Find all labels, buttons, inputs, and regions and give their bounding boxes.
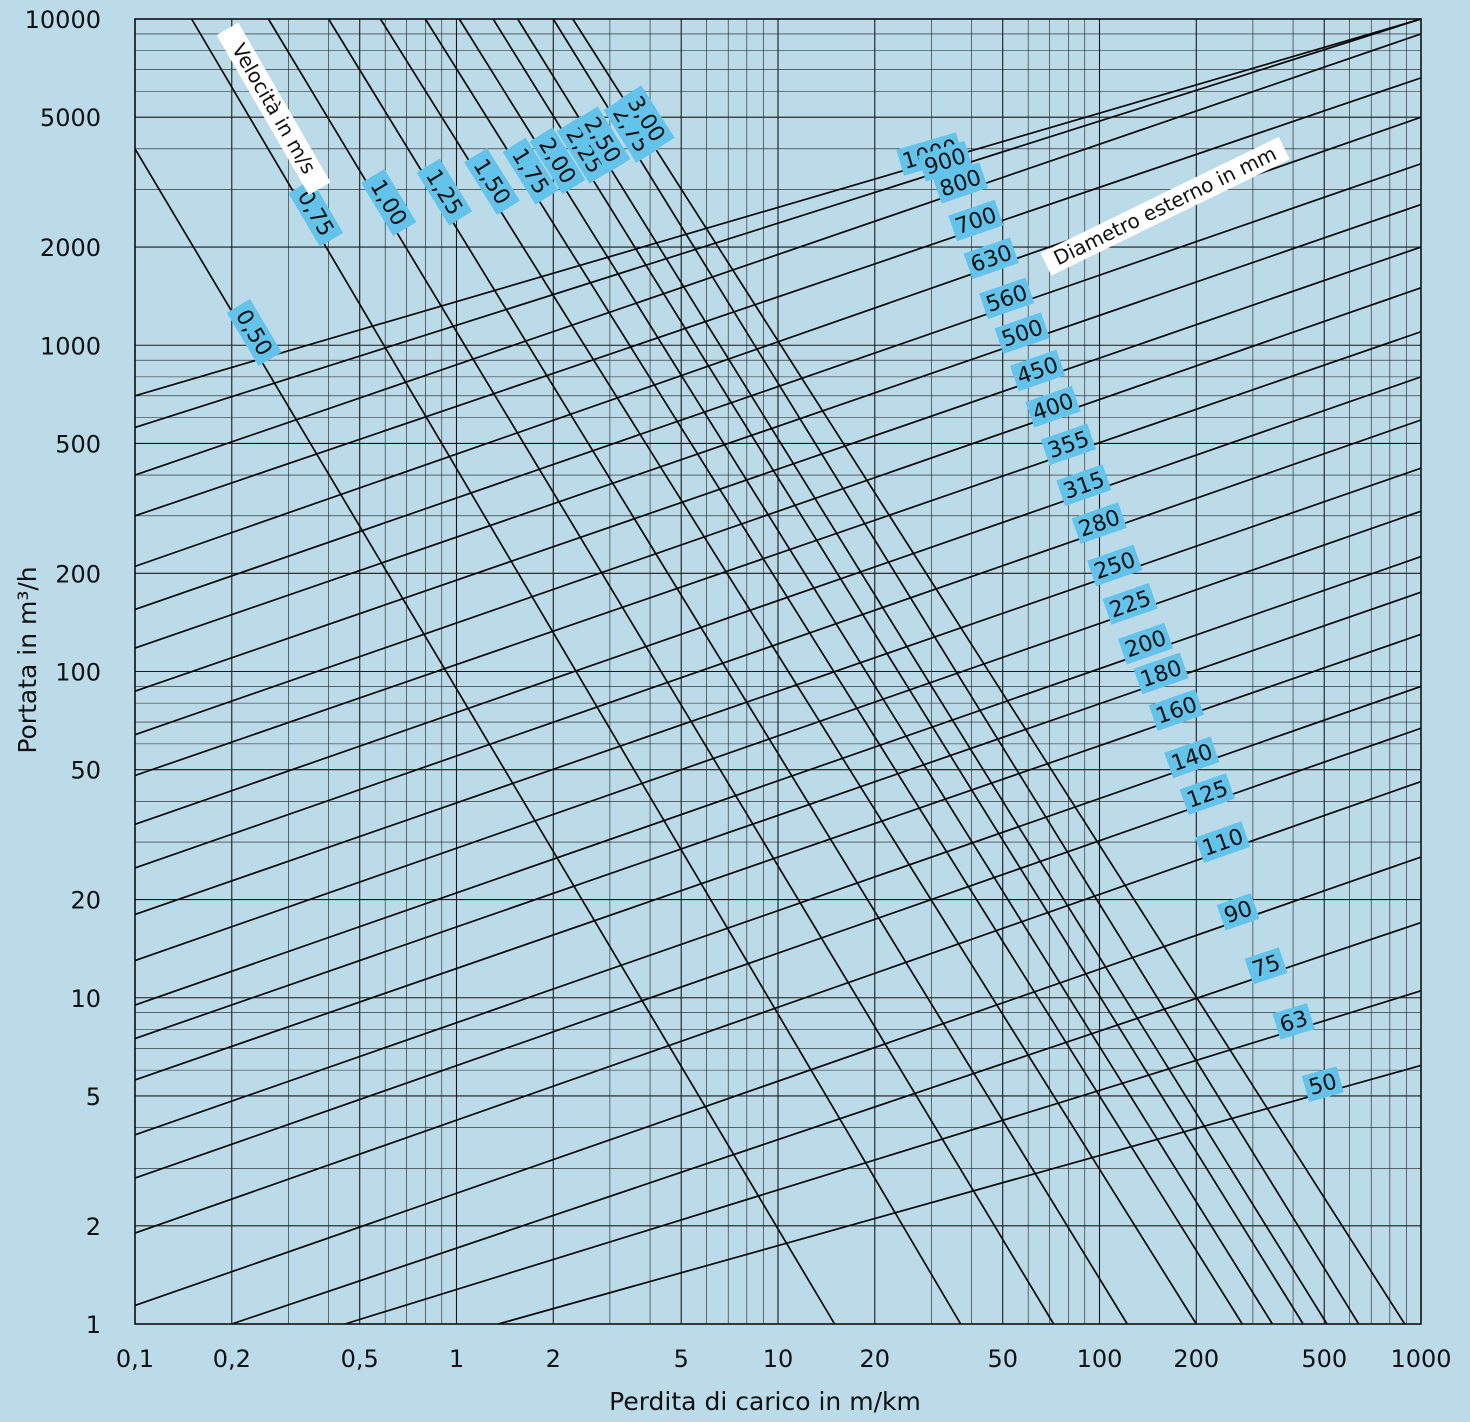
x-tick-label: 200: [1173, 1345, 1219, 1373]
diameter-label-text: 180: [1137, 656, 1185, 693]
diameter-label-630: 630: [964, 237, 1019, 279]
diameter-label-text: 160: [1153, 692, 1201, 729]
y-axis-title: Portata in m³/h: [13, 566, 42, 753]
y-tick-label: 10000: [25, 6, 101, 34]
diameter-label-text: 280: [1076, 505, 1124, 542]
y-tick-label: 500: [55, 430, 101, 458]
diameter-title-text: Diametro esterno in mm: [1050, 141, 1281, 270]
x-tick-label: 2: [546, 1345, 561, 1373]
diameter-label-75: 75: [1245, 947, 1288, 984]
y-tick-label: 200: [55, 560, 101, 588]
x-axis-title: Perdita di carico in m/km: [609, 1387, 921, 1416]
diameter-label-140: 140: [1164, 737, 1219, 779]
y-tick-label: 2: [86, 1213, 101, 1241]
diameter-label-text: 500: [999, 315, 1047, 352]
velocity-title-text: Velocità in m/s: [227, 39, 321, 178]
x-tick-label: 1000: [1390, 1345, 1451, 1373]
x-tick-label: 10: [763, 1345, 794, 1373]
diameter-label-text: 225: [1107, 586, 1155, 623]
diameter-line: [232, 923, 1421, 1324]
y-tick-label: 50: [70, 757, 101, 785]
diameter-label-text: 200: [1122, 626, 1170, 663]
diameter-label-text: 250: [1091, 548, 1139, 585]
velocity-label-1-00: 1,00: [361, 169, 416, 236]
diameter-label-250: 250: [1087, 545, 1142, 587]
velocity-title: Velocità in m/s: [217, 23, 331, 195]
x-tick-labels: 0,1 0,2 0,5 1 2 5 10 20 50 100 200 500 1000: [116, 1345, 1452, 1373]
y-tick-label: 5: [86, 1083, 101, 1111]
velocity-label-0-50: 0,50: [227, 299, 282, 366]
diameter-title: Diametro esterno in mm: [1041, 137, 1290, 276]
y-tick-label: 20: [70, 887, 101, 915]
diameter-label-text: 700: [952, 203, 1000, 240]
y-tick-label: 1: [86, 1311, 101, 1339]
y-tick-label: 100: [55, 659, 101, 687]
x-tick-label: 50: [987, 1345, 1018, 1373]
y-tick-label: 2000: [40, 234, 101, 262]
x-tick-label: 0,1: [116, 1345, 154, 1373]
y-tick-label: 5000: [40, 104, 101, 132]
x-tick-label: 0,2: [213, 1345, 251, 1373]
x-tick-label: 5: [674, 1345, 689, 1373]
x-tick-label: 0,5: [341, 1345, 379, 1373]
x-tick-label: 20: [860, 1345, 891, 1373]
diameter-label-110: 110: [1195, 821, 1250, 863]
diameter-label-text: 355: [1045, 427, 1093, 464]
y-tick-label: 1000: [40, 332, 101, 360]
diameter-label-125: 125: [1180, 773, 1235, 815]
diameter-label-text: 315: [1060, 467, 1108, 504]
diameter-label-700: 700: [948, 200, 1003, 241]
diameter-label-text: 560: [983, 281, 1031, 318]
diameter-label-text: 125: [1184, 776, 1232, 813]
diameter-label-text: 400: [1029, 389, 1077, 426]
diameter-label-560: 560: [979, 278, 1034, 320]
y-tick-label: 10: [70, 985, 101, 1013]
x-tick-label: 500: [1301, 1345, 1347, 1373]
diameter-label-text: 630: [968, 241, 1016, 278]
diameter-label-63: 63: [1272, 1003, 1314, 1039]
diameter-label-400: 400: [1025, 386, 1080, 428]
diameter-line: [498, 1065, 1421, 1324]
x-tick-label: 1: [449, 1345, 464, 1373]
diameter-label-text: 140: [1168, 740, 1216, 777]
diameter-label-text: 110: [1199, 824, 1247, 862]
diameter-label-225: 225: [1103, 583, 1158, 625]
diameter-label-text: 450: [1014, 353, 1062, 390]
diameter-label-50: 50: [1302, 1066, 1344, 1102]
diameter-label-450: 450: [1010, 350, 1065, 392]
diameter-label-315: 315: [1056, 464, 1111, 506]
x-tick-label: 100: [1077, 1345, 1123, 1373]
